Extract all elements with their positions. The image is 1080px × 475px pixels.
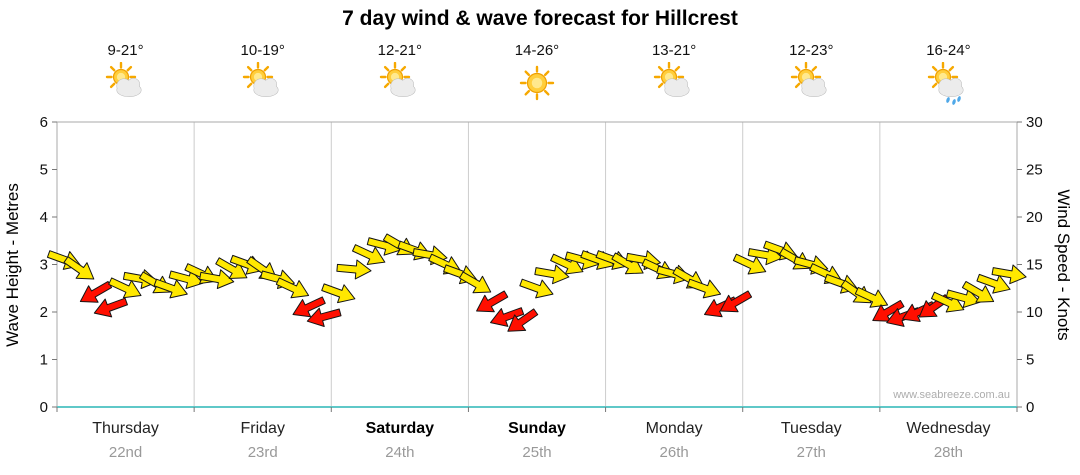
wind-speed-tick: 10 [1026, 304, 1043, 321]
sun-cloud-rain-icon [880, 62, 1017, 106]
wind-arrow [476, 290, 509, 313]
sun-icon [468, 62, 605, 106]
day-date: 27th [796, 444, 826, 461]
wind-speed-tick: 5 [1026, 352, 1034, 369]
day-temp-range: 14-26° [514, 42, 560, 59]
day-temp-range: 13-21° [651, 42, 697, 59]
sun-cloud-glyph [379, 62, 416, 97]
wind-speed-tick: 20 [1026, 209, 1043, 226]
wind-arrow [991, 264, 1027, 285]
day-date: 22nd [108, 444, 143, 461]
day-name: Tuesday [780, 420, 842, 437]
sun-cloud-glyph [242, 62, 279, 97]
wind-arrow [872, 299, 905, 322]
wind-arrow [321, 283, 356, 304]
wind-arrow [459, 271, 492, 294]
wind-arrow [352, 244, 386, 265]
day-name: Saturday [365, 420, 435, 437]
wind-arrow [961, 280, 995, 303]
wind-speed-tick: 25 [1026, 162, 1043, 179]
wind-arrow [534, 264, 570, 285]
day-name: Sunday [508, 420, 566, 437]
wind-arrow [275, 277, 310, 299]
wind-arrow [490, 307, 525, 327]
wind-arrow [945, 288, 981, 308]
wave-height-tick: 5 [40, 162, 48, 179]
wind-arrow [63, 256, 95, 280]
day-temp-range: 16-24° [926, 42, 971, 59]
page-title: 7 day wind & wave forecast for Hillcrest [342, 7, 738, 30]
wind-speed-tick: 15 [1026, 257, 1043, 274]
day-date: 26th [659, 444, 689, 461]
wind-arrow [336, 259, 372, 280]
wind-arrow [519, 278, 554, 299]
day-name: Monday [645, 420, 703, 437]
sun-cloud-glyph [105, 62, 142, 97]
day-temp-range: 12-23° [789, 42, 834, 59]
wave-height-tick: 2 [40, 304, 48, 321]
day-temp-range: 9-21° [107, 42, 144, 59]
day-date: 28th [933, 444, 964, 461]
watermark: www.seabreeze.com.au [893, 389, 1010, 401]
day-date: 23rd [247, 444, 278, 461]
wave-height-tick: 4 [40, 209, 48, 226]
wave-height-tick: 3 [40, 257, 48, 274]
day-name: Friday [240, 420, 285, 437]
temperature-row: 9-21° 10-19° 12-21° 14-26° 13-21° 12-23° 16-24… [57, 42, 1017, 59]
wave-height-tick: 1 [40, 352, 48, 369]
day-name: Thursday [92, 420, 159, 437]
wind-arrow [306, 307, 342, 327]
sun-cloud-icon [57, 62, 194, 106]
wind-speed-tick: 0 [1026, 399, 1034, 416]
wind-arrow [153, 278, 188, 299]
wind-arrow [719, 290, 753, 313]
sun-cloud-icon [606, 62, 743, 106]
wave-height-tick: 0 [40, 399, 48, 416]
wave-height-tick: 6 [40, 114, 48, 131]
wind-speed-tick: 30 [1026, 114, 1043, 131]
sun-cloud-icon [194, 62, 331, 106]
day-date: 25th [522, 444, 552, 461]
sun-cloud-glyph [791, 62, 827, 97]
weather-icons-row [57, 62, 1017, 106]
wind-arrow [292, 296, 326, 318]
wind-arrow [686, 278, 722, 299]
wind-arrow [732, 253, 767, 275]
day-temp-range: 10-19° [240, 42, 285, 59]
sun-cloud-icon [743, 62, 880, 106]
day-date: 24th [385, 444, 415, 461]
wind-arrow [507, 308, 539, 332]
wind-arrow [108, 277, 142, 299]
day-names-row: Thursday Friday Saturday Sunday Monday Tuesda… [57, 420, 1017, 438]
sun-glyph [519, 65, 555, 101]
wind-arrow [79, 280, 113, 303]
wind-arrow [199, 269, 235, 290]
wind-arrow [93, 297, 128, 318]
sun-cloud-glyph [653, 62, 690, 97]
day-name: Wednesday [906, 420, 991, 437]
wind-arrow [976, 273, 1011, 294]
day-dates-row: 22nd 23rd 24th 25th 26th 27th 28th [57, 444, 1017, 461]
day-temp-range: 12-21° [377, 42, 423, 59]
sun-cloud-icon [331, 62, 468, 106]
wind-arrow [854, 286, 889, 308]
sun-cloud-rain-glyph [928, 62, 964, 105]
